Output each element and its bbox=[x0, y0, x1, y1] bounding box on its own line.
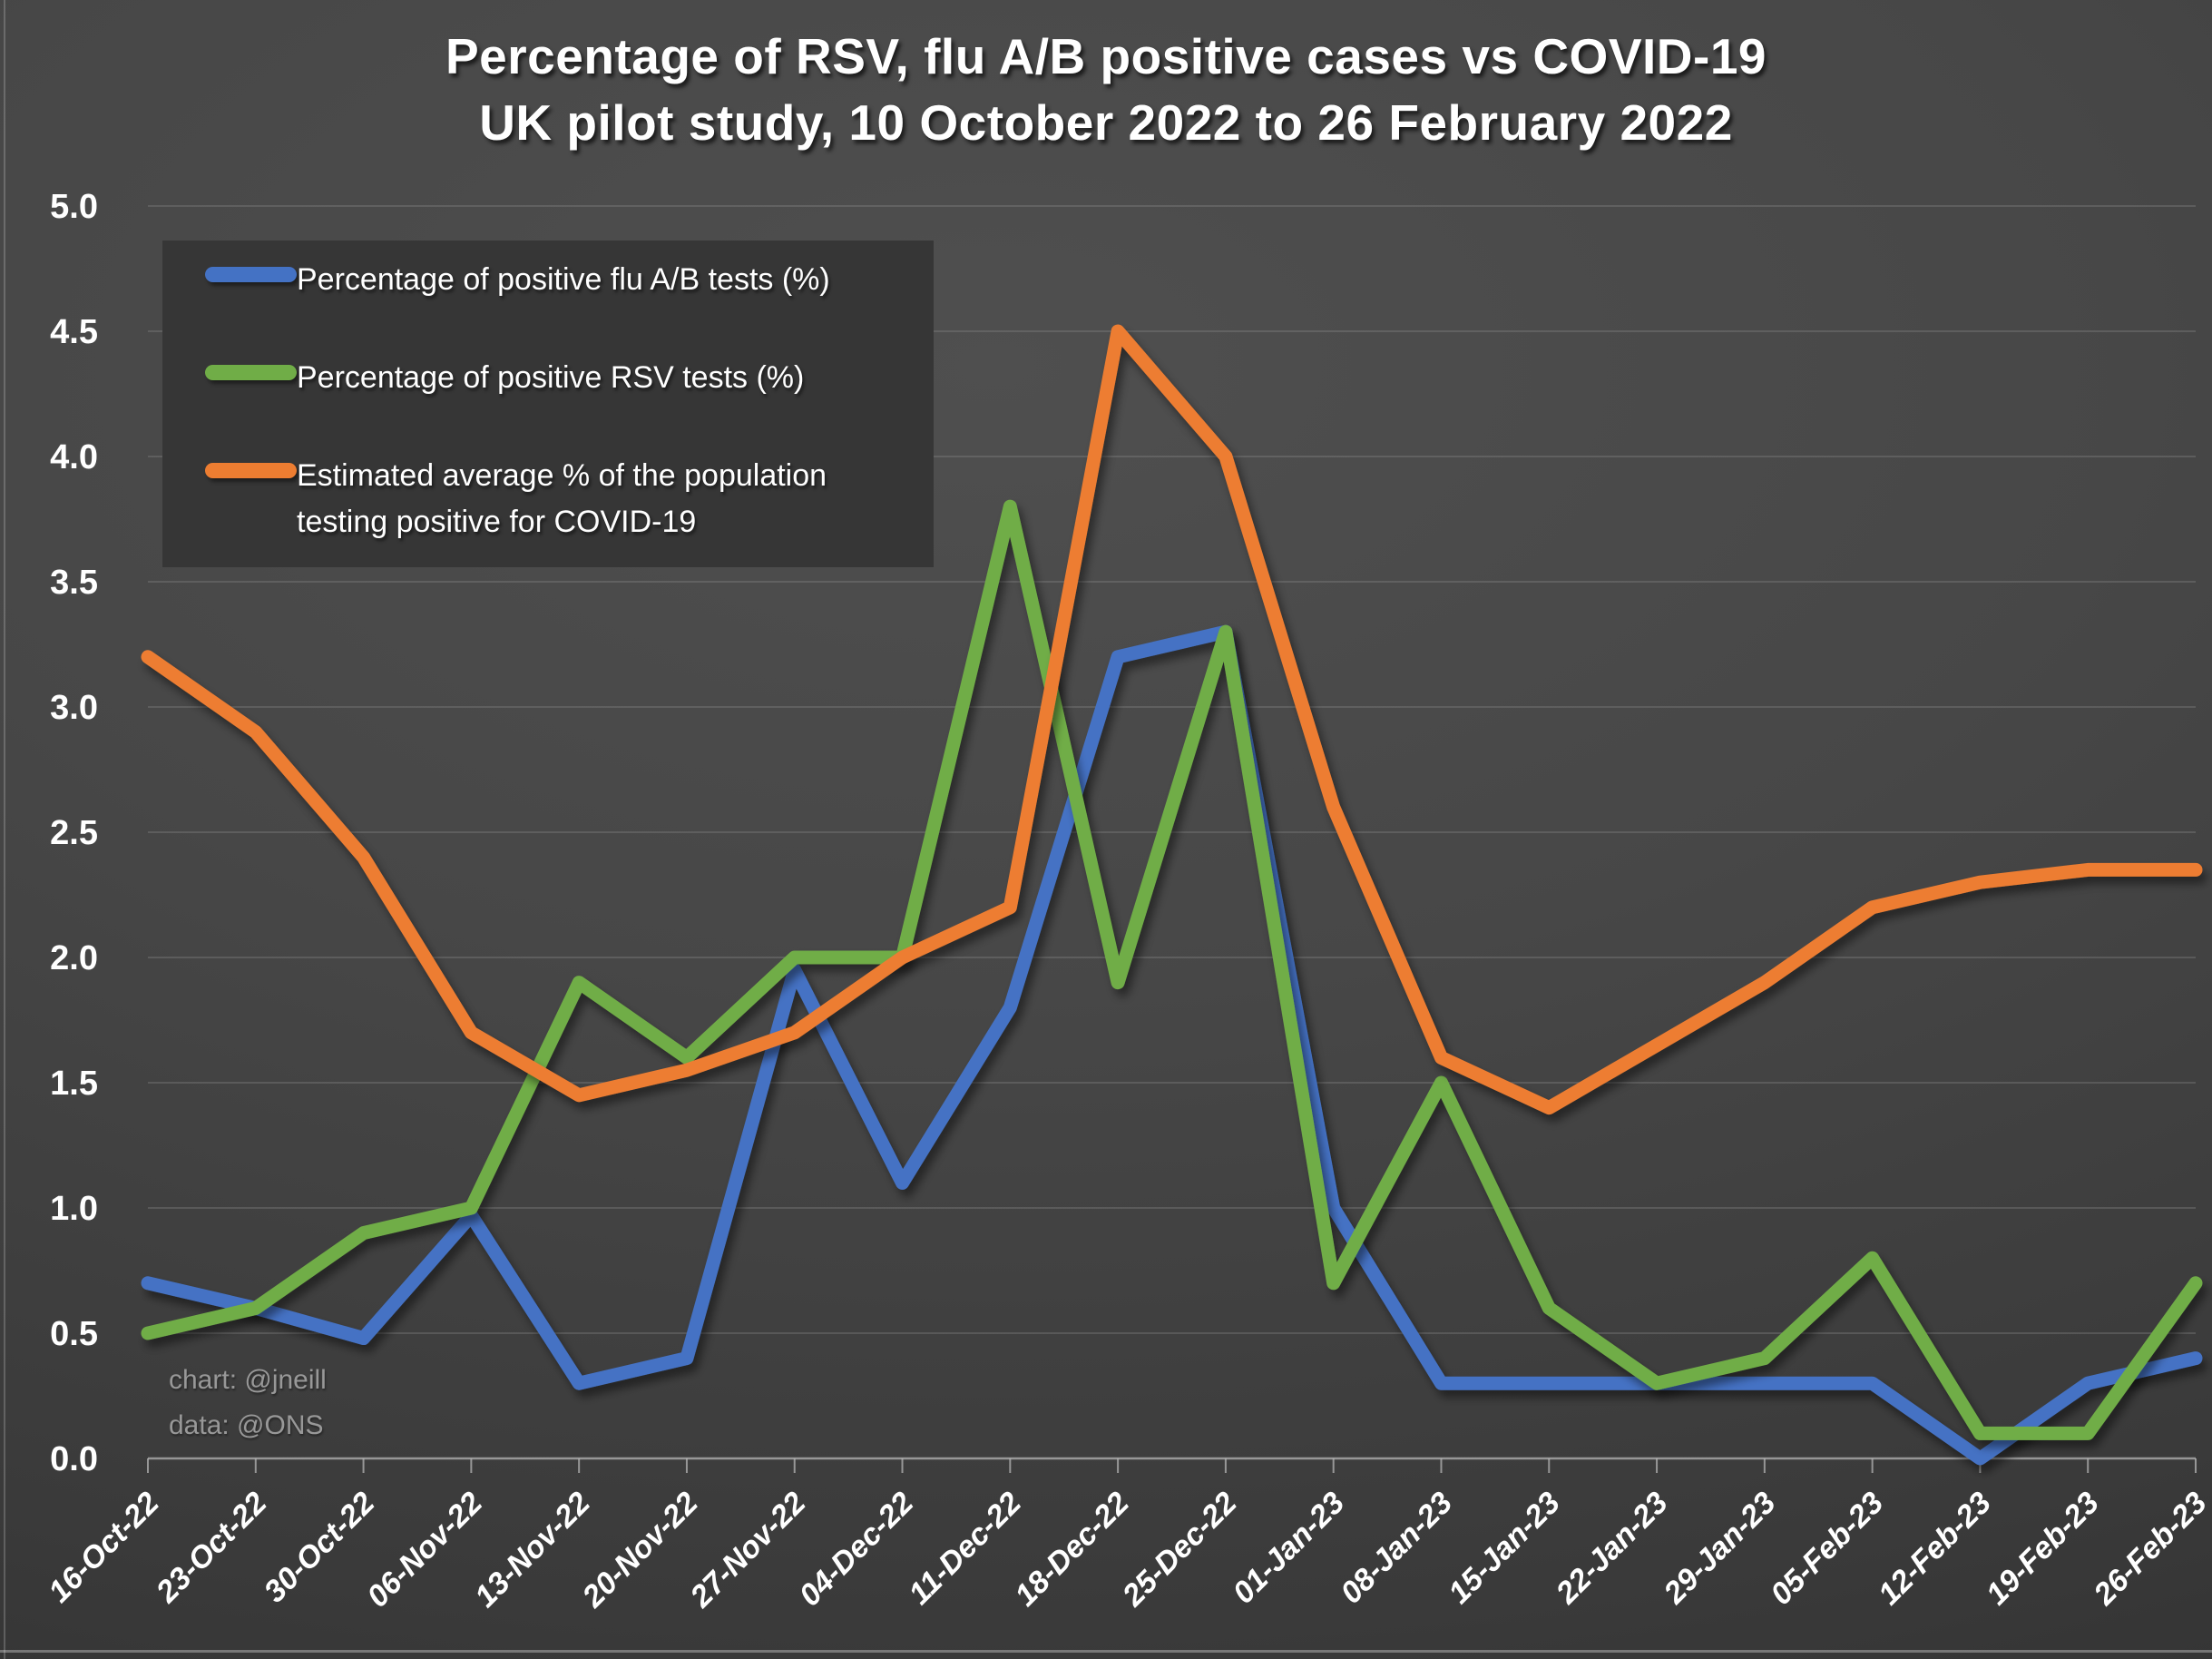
y-tick-label: 2.5 bbox=[50, 814, 98, 852]
flu-series-swatch bbox=[205, 267, 297, 282]
x-tick-label: 05-Feb-23 bbox=[1764, 1486, 1890, 1612]
x-tick-label: 20-Nov-22 bbox=[575, 1486, 705, 1615]
x-tick-label: 08-Jan-23 bbox=[1334, 1486, 1459, 1611]
data-series bbox=[141, 324, 2203, 1466]
gridlines bbox=[148, 205, 2196, 1334]
x-axis-labels: 16-Oct-2223-Oct-2230-Oct-2206-Nov-2213-N… bbox=[42, 1486, 2212, 1615]
x-tick-label: 27-Nov-22 bbox=[683, 1486, 813, 1615]
slide-left-edge bbox=[4, 0, 5, 1659]
legend-label-rsv: Percentage of positive RSV tests (%) bbox=[297, 360, 805, 395]
y-tick-label: 0.5 bbox=[50, 1315, 98, 1353]
x-tick-label: 23-Oct-22 bbox=[149, 1486, 273, 1610]
rsv-line bbox=[141, 499, 2203, 1440]
rsv-series-swatch bbox=[205, 365, 297, 380]
x-tick-label: 04-Dec-22 bbox=[793, 1486, 921, 1614]
x-tick-label: 11-Dec-22 bbox=[902, 1486, 1028, 1612]
x-tick-label: 01-Jan-23 bbox=[1227, 1486, 1352, 1611]
x-tick-label: 15-Jan-23 bbox=[1442, 1486, 1567, 1611]
x-tick-label: 29-Jan-23 bbox=[1657, 1486, 1783, 1612]
y-tick-label: 0.0 bbox=[50, 1440, 98, 1478]
y-tick-label: 4.0 bbox=[50, 438, 98, 476]
legend-item-rsv: Percentage of positive RSV tests (%) bbox=[205, 355, 919, 401]
x-tick-label: 22-Jan-23 bbox=[1549, 1486, 1675, 1612]
chart-title-line1: Percentage of RSV, flu A/B positive case… bbox=[445, 28, 1767, 84]
legend-label-covid: Estimated average % of the population te… bbox=[297, 458, 827, 539]
watermark-data-credit: data: @ONS bbox=[169, 1409, 324, 1440]
y-tick-label: 5.0 bbox=[50, 188, 98, 226]
y-tick-label: 1.0 bbox=[50, 1190, 98, 1228]
legend: Percentage of positive flu A/B tests (%)… bbox=[162, 241, 934, 567]
x-tick-label: 12-Feb-23 bbox=[1872, 1486, 1998, 1612]
watermark: chart: @jneill data: @ONS bbox=[169, 1358, 327, 1448]
x-axis bbox=[147, 1457, 2197, 1473]
x-tick-label: 13-Nov-22 bbox=[468, 1486, 597, 1615]
y-tick-label: 4.5 bbox=[50, 313, 98, 351]
slide-bottom-edge bbox=[0, 1650, 2212, 1653]
x-tick-label: 19-Feb-23 bbox=[1980, 1486, 2106, 1612]
legend-item-flu: Percentage of positive flu A/B tests (%) bbox=[205, 257, 919, 303]
x-tick-label: 06-Nov-22 bbox=[360, 1486, 489, 1615]
covid-series-swatch bbox=[205, 463, 297, 478]
y-tick-label: 2.0 bbox=[50, 939, 98, 977]
x-tick-label: 25-Dec-22 bbox=[1115, 1486, 1243, 1614]
y-tick-label: 3.5 bbox=[50, 564, 98, 602]
x-tick-label: 18-Dec-22 bbox=[1008, 1486, 1136, 1614]
legend-label-flu: Percentage of positive flu A/B tests (%) bbox=[297, 262, 830, 297]
watermark-chart-credit: chart: @jneill bbox=[169, 1365, 327, 1395]
x-tick-label: 16-Oct-22 bbox=[42, 1486, 166, 1610]
y-tick-label: 1.5 bbox=[50, 1065, 98, 1103]
flu-ab-line bbox=[141, 624, 2203, 1466]
covid-line bbox=[141, 324, 2203, 1115]
y-axis-labels: 0.0 0.5 1.0 1.5 2.0 2.5 3.0 3.5 4.0 4.5 5.0 bbox=[50, 188, 98, 1478]
x-tick-label: 26-Feb-23 bbox=[2087, 1486, 2212, 1613]
y-tick-label: 3.0 bbox=[50, 689, 98, 727]
chart-title-line2: UK pilot study, 10 October 2022 to 26 Fe… bbox=[479, 93, 1733, 151]
chart-title: Percentage of RSV, flu A/B positive case… bbox=[54, 24, 2158, 155]
legend-item-covid: Estimated average % of the population te… bbox=[205, 453, 919, 545]
